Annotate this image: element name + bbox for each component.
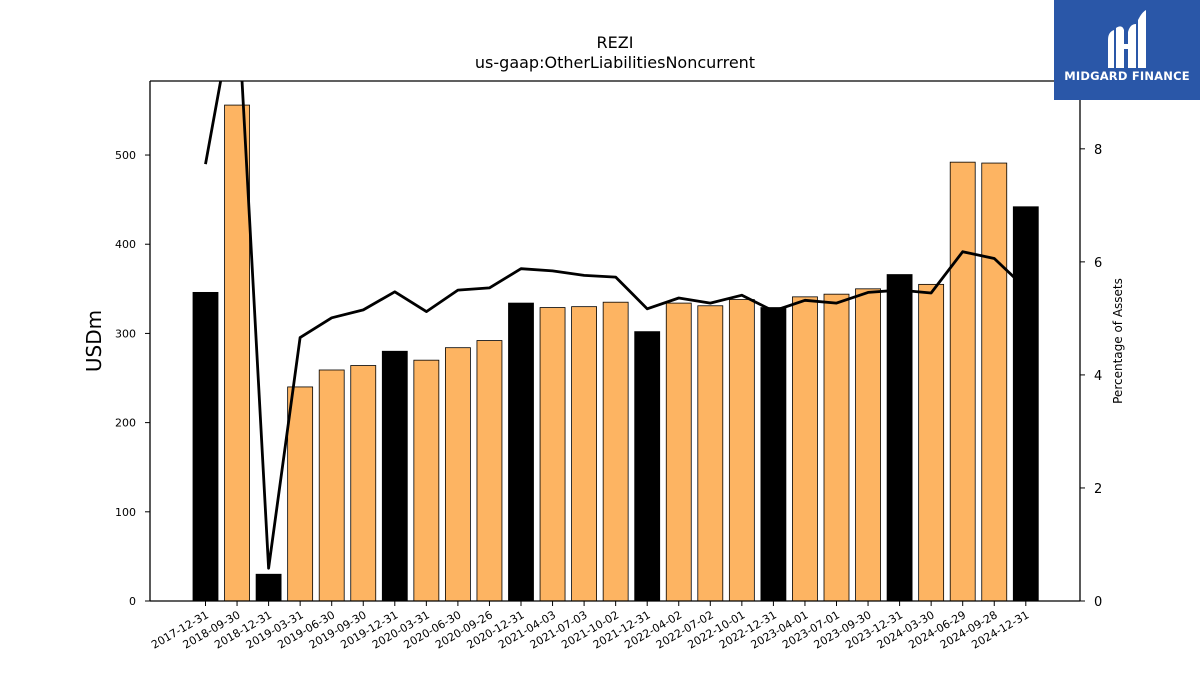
y-tick-label-right: 4 — [1094, 369, 1102, 384]
bar-2024-12-31 — [1012, 206, 1039, 602]
percentage-of-assets-line — [204, 81, 1027, 570]
bar-2021-10-02 — [602, 301, 629, 602]
y-ticks-left: 0 100 200 300 400 500 — [115, 149, 150, 608]
y-ticks-right: 0 2 4 6 8 — [1080, 143, 1102, 610]
chart-subtitle: us-gaap:OtherLiabilitiesNoncurrent — [475, 53, 755, 72]
bar-2022-07-02 — [697, 305, 724, 602]
bar-2019-09-30 — [350, 365, 377, 602]
y-axis-label-right: Percentage of Assets — [1111, 278, 1125, 404]
bar-2023-04-01 — [792, 296, 818, 602]
bar-2020-03-31 — [413, 359, 440, 602]
bar-2024-03-30 — [918, 283, 945, 602]
bar-2023-09-30 — [855, 288, 881, 602]
bar-2021-04-03 — [539, 307, 566, 602]
logo-text: MIDGARD FINANCE — [1064, 69, 1190, 83]
bar-2019-06-30 — [318, 369, 345, 602]
y-tick-label-right: 2 — [1094, 482, 1102, 497]
bar-2022-12-31 — [760, 307, 787, 602]
y-tick-label: 100 — [115, 506, 136, 519]
y-tick-label: 0 — [129, 595, 136, 608]
bar-group — [192, 104, 1039, 602]
midgard-finance-logo: MIDGARD FINANCE — [1054, 0, 1200, 100]
y-tick-label: 400 — [115, 238, 136, 251]
y-tick-label-right: 6 — [1094, 256, 1102, 271]
bar-2021-12-31 — [634, 331, 661, 602]
bar-2019-12-31 — [381, 350, 408, 602]
bar-2023-07-01 — [823, 293, 850, 602]
bar-2020-12-31 — [508, 302, 534, 602]
bar-2019-03-31 — [287, 386, 314, 602]
chart-title: REZI — [597, 33, 634, 52]
bar-2024-06-29 — [949, 161, 976, 602]
y-axis-label: USDm — [82, 310, 106, 372]
midgard-finance-logo-icon — [1108, 10, 1146, 68]
bar-2023-12-31 — [886, 274, 913, 602]
bar-2024-09-28 — [981, 162, 1008, 602]
bar-2018-09-30 — [224, 104, 250, 602]
y-tick-label: 300 — [115, 327, 136, 340]
y-tick-label: 500 — [115, 149, 136, 162]
bar-2021-07-03 — [571, 306, 597, 602]
x-ticks: 2017-12-312018-09-302018-12-312019-03-31… — [149, 601, 1031, 652]
line-group — [204, 81, 1027, 570]
axes — [149, 80, 1081, 602]
bar-2017-12-31 — [192, 291, 219, 602]
bar-2020-06-30 — [444, 347, 471, 602]
bar-2022-04-02 — [665, 302, 692, 602]
y-tick-label: 200 — [115, 417, 136, 430]
bar-2020-09-26 — [476, 340, 503, 602]
bar-2022-10-01 — [728, 299, 755, 602]
bar-2018-12-31 — [255, 573, 282, 602]
y-tick-label-right: 0 — [1094, 595, 1102, 610]
y-tick-label-right: 8 — [1094, 143, 1102, 158]
